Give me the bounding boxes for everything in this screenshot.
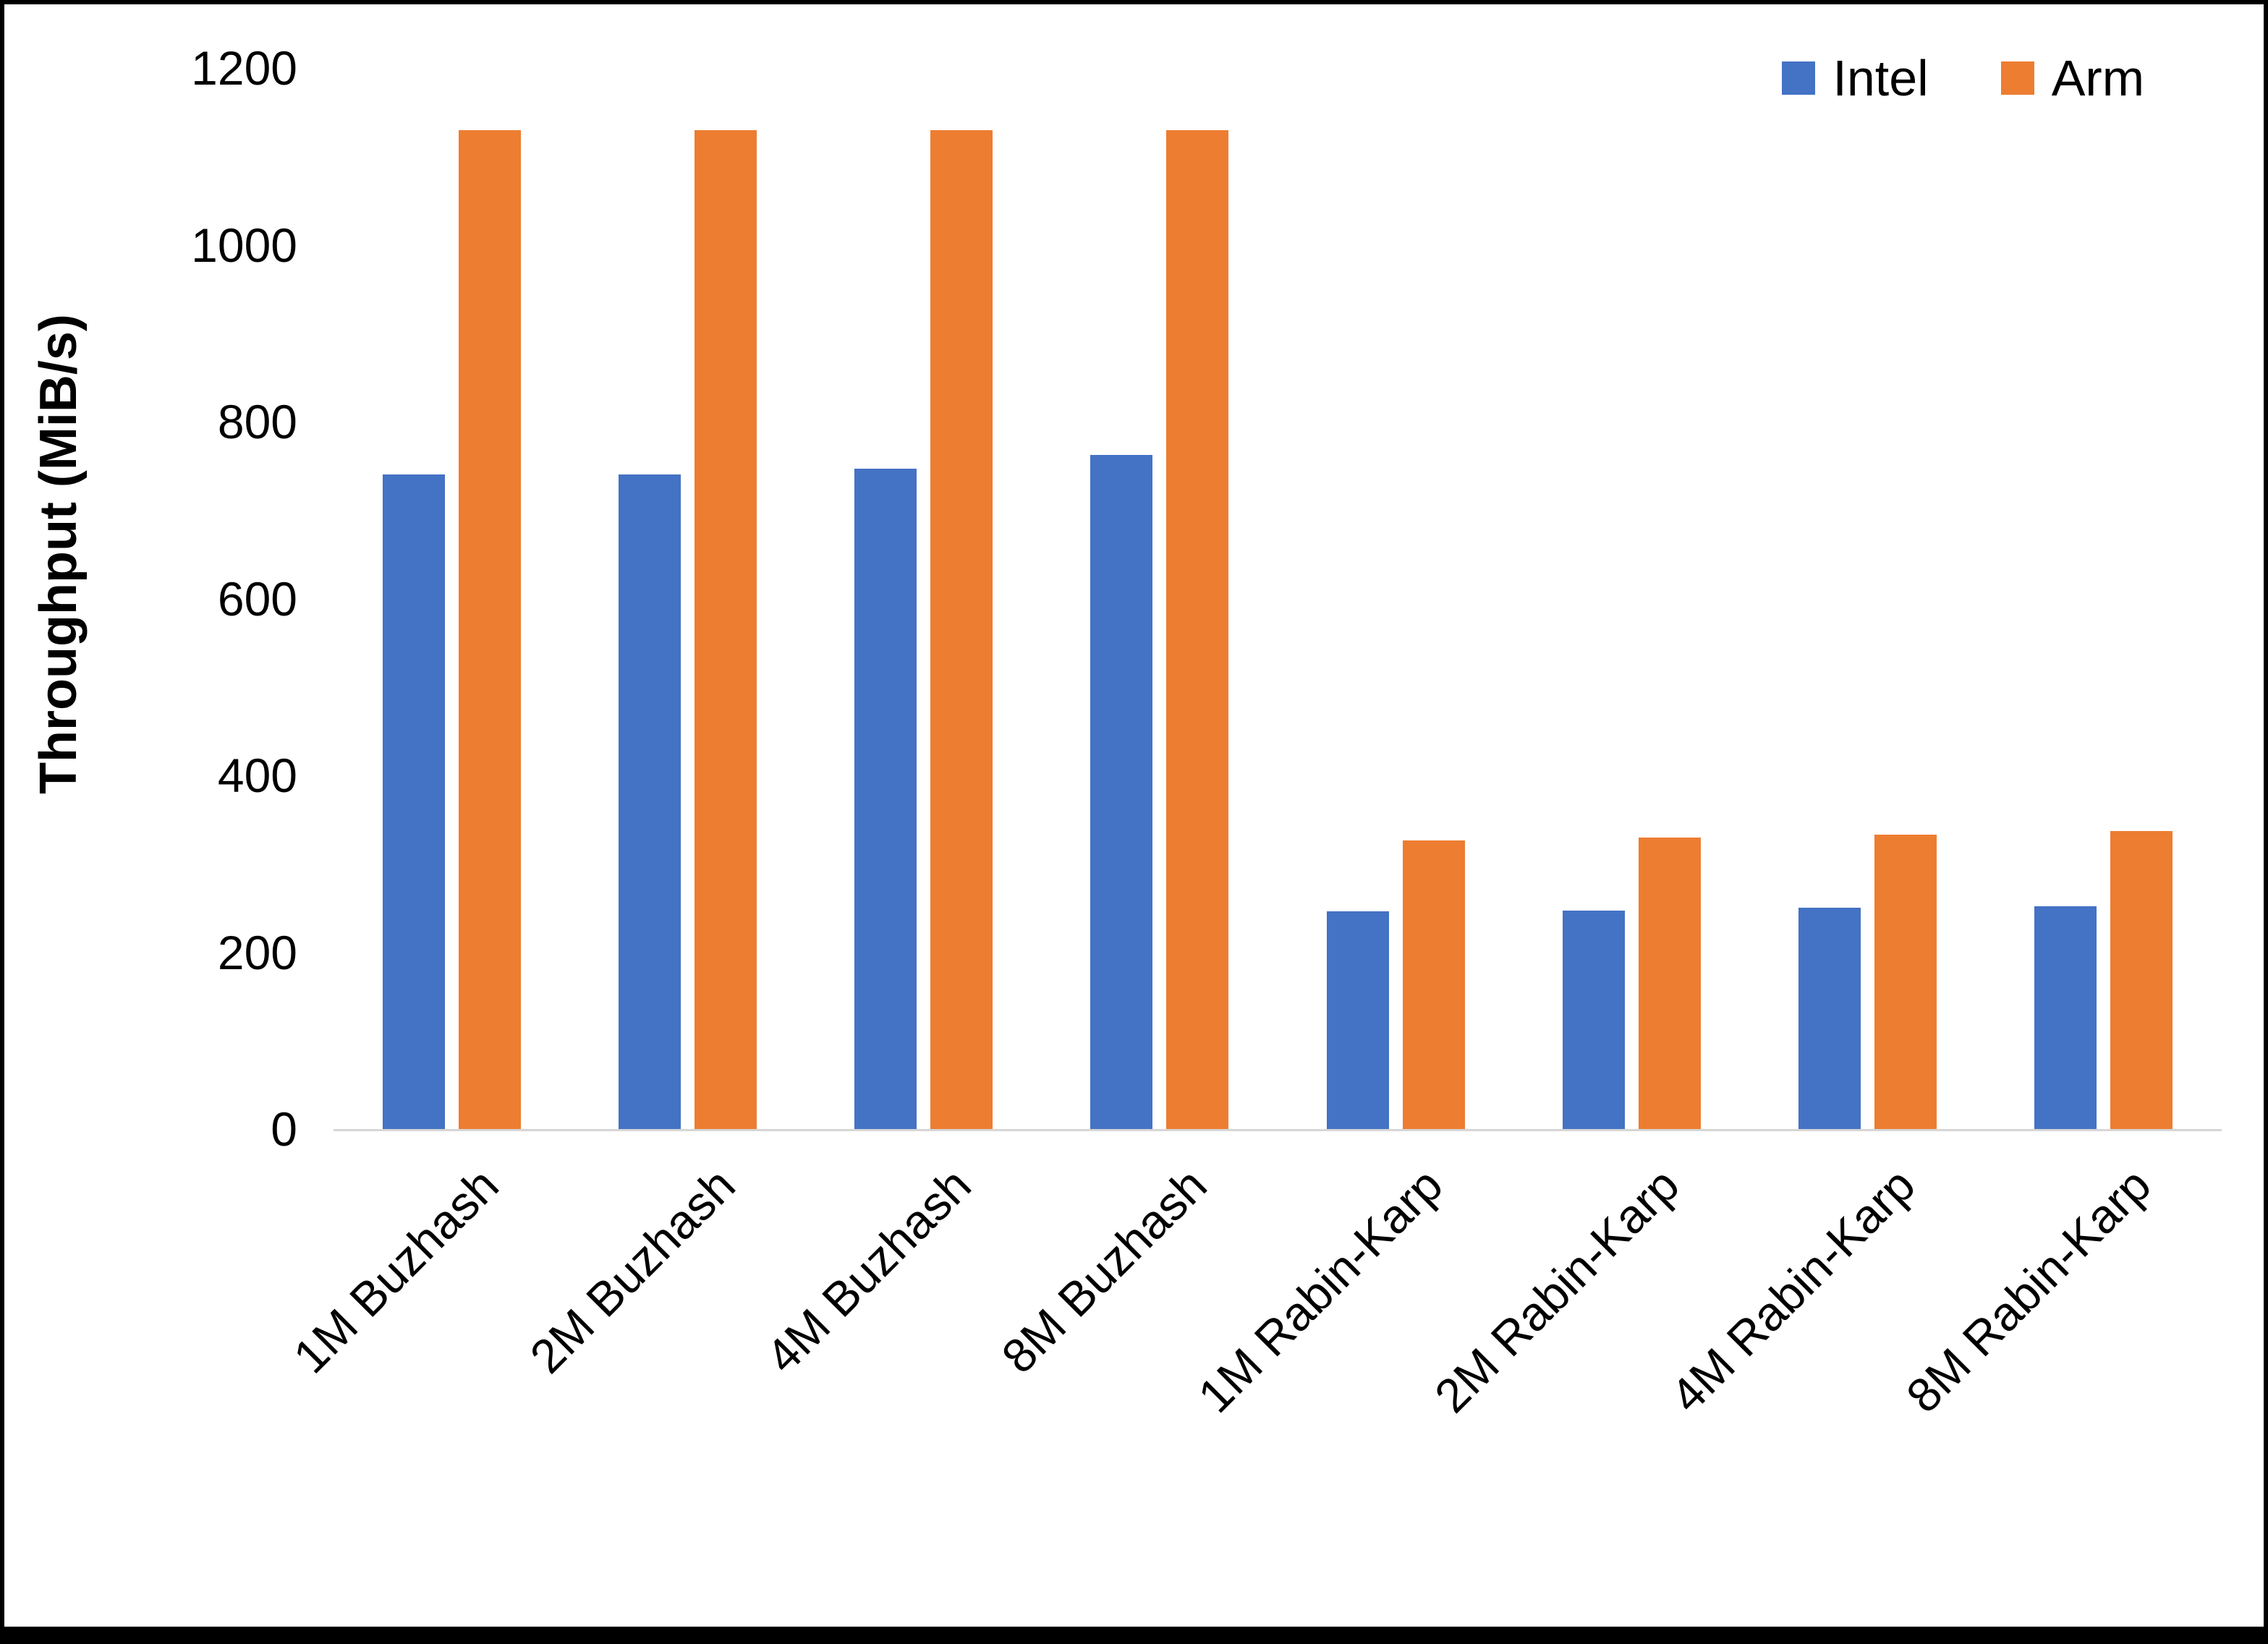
y-tick-label-1200: 1200 — [191, 41, 297, 95]
y-tick-label-0: 0 — [271, 1102, 297, 1156]
y-tick-label-1000: 1000 — [191, 218, 297, 272]
y-tick-label-800: 800 — [217, 395, 297, 448]
bar-intel-4m-buzhash — [854, 468, 917, 1129]
legend: Intel Arm — [1782, 49, 2144, 107]
bar-intel-1m-rabin-karp — [1326, 911, 1389, 1129]
bar-group-4m-buzhash — [806, 68, 1042, 1129]
bar-group-2m-buzhash — [569, 68, 805, 1129]
x-label-cell-4m-rabin-karp: 4M Rabin-Karp — [1660, 1146, 1986, 1507]
legend-item-arm: Arm — [2000, 49, 2144, 107]
x-label-cell-4m-buzhash: 4M Buzhash — [755, 1146, 1042, 1507]
legend-item-intel: Intel — [1782, 49, 1929, 107]
x-label-cell-1m-buzhash: 1M Buzhash — [284, 1146, 569, 1507]
bar-intel-2m-buzhash — [618, 474, 681, 1129]
legend-swatch-arm — [2000, 61, 2034, 95]
bar-group-8m-buzhash — [1042, 68, 1278, 1129]
bar-arm-4m-rabin-karp — [1874, 834, 1937, 1129]
bar-intel-8m-buzhash — [1090, 455, 1153, 1129]
bar-arm-1m-rabin-karp — [1402, 840, 1465, 1129]
y-tick-label-600: 600 — [217, 571, 297, 626]
x-label-cell-2m-buzhash: 2M Buzhash — [519, 1146, 805, 1507]
bar-group-4m-rabin-karp — [1750, 68, 1986, 1129]
plot-area: 0 200 400 600 800 1000 1200 — [191, 41, 2222, 1156]
bar-intel-1m-buzhash — [382, 474, 445, 1129]
bar-chart: Throughput (MiB/s) 0 200 400 600 800 1000 1200… — [4, 4, 2264, 1627]
bar-arm-8m-rabin-karp — [2110, 831, 2173, 1129]
y-tick-label-400: 400 — [217, 749, 297, 802]
x-label-cell-2m-rabin-karp: 2M Rabin-Karp — [1424, 1146, 1749, 1507]
legend-label-intel: Intel — [1832, 50, 1929, 106]
bar-group-1m-rabin-karp — [1278, 68, 1513, 1129]
bar-intel-4m-rabin-karp — [1798, 908, 1861, 1129]
x-axis-labels: 1M Buzhash 2M Buzhash 4M Buzhash 8M Buzhash… — [284, 1146, 2222, 1507]
x-axis-label-1m-buzhash: 1M Buzhash — [283, 1157, 509, 1384]
bar-intel-8m-rabin-karp — [2034, 906, 2097, 1129]
bar-arm-4m-buzhash — [930, 129, 993, 1129]
legend-label-arm: Arm — [2051, 50, 2144, 106]
y-tick-label-200: 200 — [217, 925, 297, 979]
bar-intel-2m-rabin-karp — [1562, 911, 1625, 1129]
legend-swatch-intel — [1782, 61, 1816, 95]
bar-arm-2m-rabin-karp — [1638, 837, 1701, 1129]
bar-groups — [334, 68, 2222, 1129]
x-label-cell-1m-rabin-karp: 1M Rabin-Karp — [1188, 1146, 1513, 1507]
bar-group-8m-rabin-karp — [1986, 68, 2222, 1129]
bar-arm-1m-buzhash — [458, 129, 521, 1129]
bar-arm-8m-buzhash — [1166, 129, 1229, 1129]
bar-group-1m-buzhash — [334, 68, 569, 1129]
bar-group-2m-rabin-karp — [1513, 68, 1749, 1129]
y-axis-title: Throughput (MiB/s) — [30, 314, 88, 794]
x-label-cell-8m-rabin-karp: 8M Rabin-Karp — [1896, 1146, 2222, 1507]
bar-arm-2m-buzhash — [694, 129, 757, 1129]
x-label-cell-8m-buzhash: 8M Buzhash — [991, 1146, 1278, 1507]
